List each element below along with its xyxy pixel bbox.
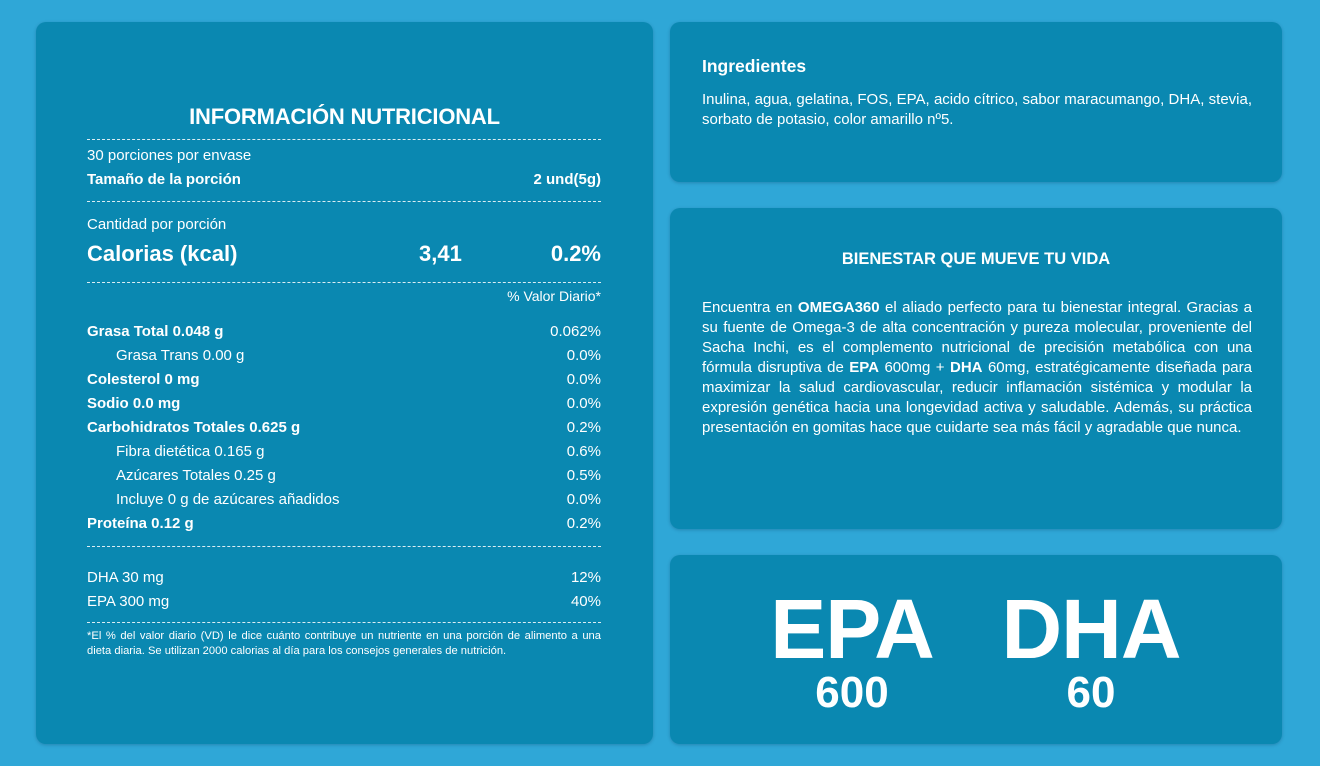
nutrient-row: Grasa Total 0.048 g 0.062% [87, 322, 601, 342]
nutrient-row: Azúcares Totales 0.25 g 0.5% [87, 466, 601, 486]
highlighted-term: DHA [950, 359, 983, 376]
amount-per-serving-row: Cantidad por porción [87, 215, 601, 235]
nutrient-row: Grasa Trans 0.00 g 0.0% [87, 346, 601, 366]
divider [87, 201, 601, 202]
text-segment: Encuentra en [702, 299, 798, 316]
nutrient-row: Sodio 0.0 mg 0.0% [87, 394, 601, 414]
wellness-title: BIENESTAR QUE MUEVE TU VIDA [841, 250, 1111, 268]
nutrient-label: Grasa Total 0.048 g [87, 323, 224, 340]
calories-value: 3,41 [419, 241, 462, 266]
wellness-panel: BIENESTAR QUE MUEVE TU VIDA Encuentra en… [670, 208, 1282, 529]
ingredients-panel: Ingredientes Inulina, agua, gelatina, FO… [670, 22, 1282, 182]
nutrient-label: Sodio 0.0 mg [87, 395, 181, 412]
serving-size-label: Tamaño de la porción [87, 171, 241, 188]
nutrient-row: Carbohidratos Totales 0.625 g 0.2% [87, 418, 601, 438]
epa-badge: EPA 600 [764, 587, 940, 715]
dv-footnote: *El % del valor diario (VD) le dice cuán… [87, 630, 601, 657]
nutrient-dv: 0.0% [566, 347, 601, 364]
nutrient-label: Proteína 0.12 g [87, 515, 194, 532]
amount-per-serving: Cantidad por porción [87, 216, 227, 233]
omega-row: DHA 30 mg 12% [87, 565, 601, 588]
dha-badge: DHA 60 [988, 587, 1194, 715]
nutrient-dv: 0.062% [550, 323, 601, 340]
nutrient-dv: 0.2% [566, 419, 601, 436]
nutrient-row: Incluye 0 g de azúcares añadidos 0.0% [87, 490, 601, 510]
text-segment: 600mg + [879, 359, 950, 376]
nutrient-label: Azúcares Totales 0.25 g [116, 467, 276, 484]
omega-label: DHA 30 mg [87, 569, 164, 586]
servings-per-container: 30 porciones por envase [87, 147, 252, 164]
dha-label: DHA [1001, 582, 1182, 676]
omega-dv: 40% [570, 593, 601, 610]
nutrient-row: Fibra dietética 0.165 g 0.6% [87, 442, 601, 462]
epa-value: 600 [815, 668, 889, 717]
nutrient-dv: 0.0% [566, 395, 601, 412]
calories-dv: 0.2% [550, 241, 601, 266]
nutrient-dv: 0.2% [566, 515, 601, 532]
serving-size-value: 2 und(5g) [533, 171, 602, 188]
omega-dosage-panel: EPA 600 DHA 60 [670, 555, 1282, 744]
divider [87, 622, 601, 623]
nutrient-label: Carbohidratos Totales 0.625 g [87, 419, 301, 436]
epa-label: EPA [770, 582, 934, 676]
omega-dv: 12% [570, 569, 601, 586]
nutrient-dv: 0.0% [566, 371, 601, 388]
calories-row: Calorias (kcal) 3,41 0.2% [87, 240, 601, 268]
nutrient-label: Grasa Trans 0.00 g [116, 347, 245, 364]
divider [87, 546, 601, 547]
omega-row: EPA 300 mg 40% [87, 589, 601, 612]
highlighted-term: OMEGA360 [797, 299, 880, 316]
wellness-description: Encuentra en OMEGA360 el aliado perfecto… [702, 298, 1252, 438]
nutrient-dv: 0.0% [566, 491, 601, 508]
nutrient-dv: 0.5% [566, 467, 601, 484]
nutrient-row: Proteína 0.12 g 0.2% [87, 514, 601, 534]
highlighted-term: EPA [849, 359, 879, 376]
servings-row: 30 porciones por envase [87, 146, 601, 166]
ingredients-text: Inulina, agua, gelatina, FOS, EPA, acido… [702, 91, 1252, 128]
nutrition-facts-panel: INFORMACIÓN NUTRICIONAL 30 porciones por… [36, 22, 653, 744]
nutrient-label: Colesterol 0 mg [87, 371, 200, 388]
calories-label: Calorias (kcal) [87, 241, 238, 266]
text-segment: 60mg, estratégicamente diseñada para max… [702, 359, 1252, 436]
dha-value: 60 [1066, 668, 1116, 717]
serving-size-row: Tamaño de la porción 2 und(5g) [87, 170, 601, 190]
nutrient-label: Fibra dietética 0.165 g [116, 443, 265, 460]
nutrient-dv: 0.6% [566, 443, 601, 460]
divider [87, 282, 601, 283]
nutrient-row: Colesterol 0 mg 0.0% [87, 370, 601, 390]
text-segment: el aliado perfecto para tu bienestar int… [702, 299, 1252, 376]
ingredients-title: Ingredientes [702, 56, 807, 76]
nutrition-title: INFORMACIÓN NUTRICIONAL [189, 104, 500, 129]
divider [87, 139, 601, 140]
nutrient-label: Incluye 0 g de azúcares añadidos [116, 491, 340, 508]
dv-header: % Valor Diario* [507, 288, 601, 304]
omega-label: EPA 300 mg [87, 593, 170, 610]
